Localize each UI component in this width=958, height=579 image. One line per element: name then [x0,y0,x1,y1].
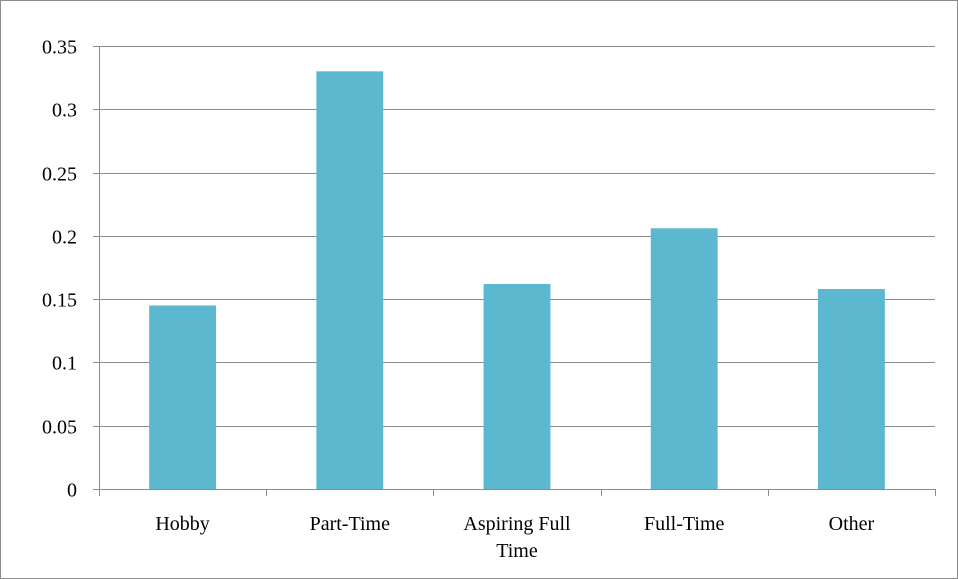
x-category-label: Full-Time [644,513,725,535]
bar [650,228,718,489]
labels: 0 0.05 0.1 0.15 0.2 0.25 0.3 0.35 Hobby Part-Time… [42,37,875,563]
y-tick-label: 0.2 [52,227,77,249]
y-tick-label: 0.3 [52,100,77,122]
y-tick-label: 0.35 [42,37,77,59]
x-category-label: Other [829,513,875,535]
y-tick-label: 0.05 [42,417,77,439]
y-tick-label: 0.1 [52,353,77,375]
bar [483,283,551,489]
bar [316,71,384,490]
bars [149,71,885,490]
y-tick-label: 0 [67,480,77,502]
bar [149,305,217,489]
bar [817,289,885,489]
x-category-label: Hobby [155,513,209,535]
x-category-label: Aspiring Full [463,513,571,535]
y-tick-label: 0.25 [42,164,77,186]
y-tick-label: 0.15 [42,290,77,312]
axes [93,46,936,496]
x-category-label: Part-Time [310,513,391,535]
x-category-label: Time [496,540,538,562]
